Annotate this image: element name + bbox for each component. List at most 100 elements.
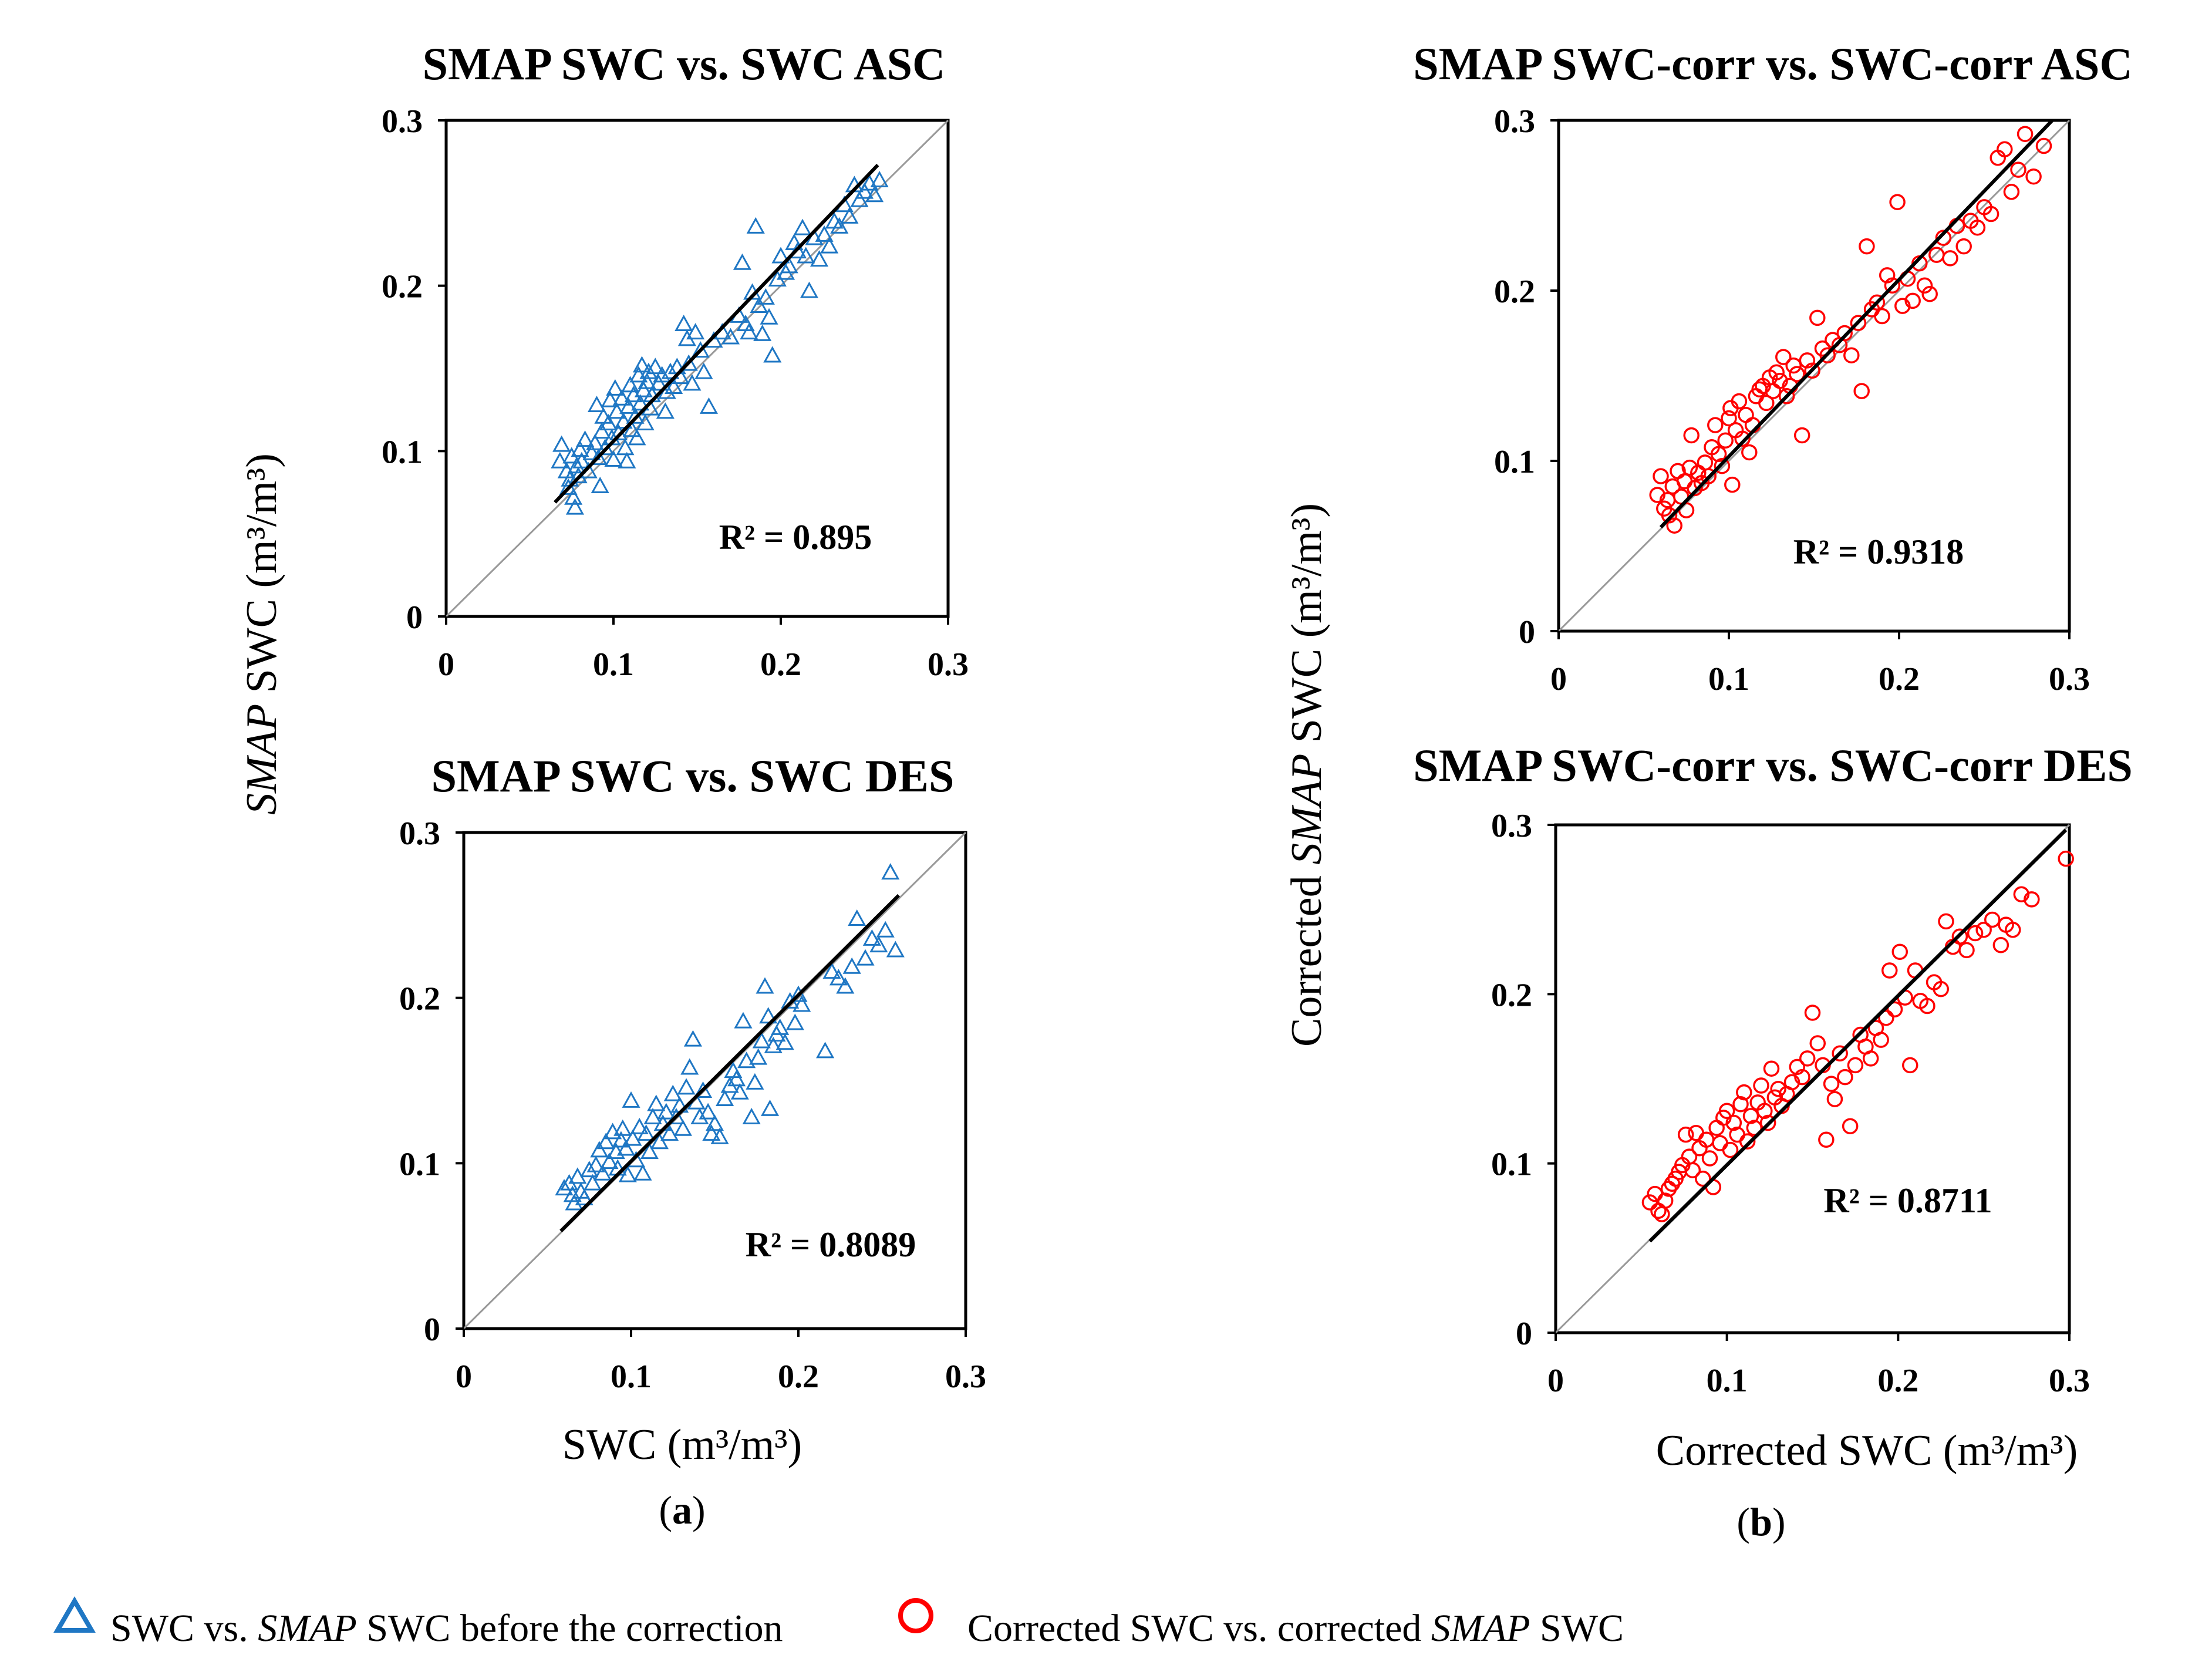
data-point	[2010, 161, 2026, 178]
one-to-one-line	[1557, 119, 2071, 632]
data-point	[1879, 267, 1896, 284]
data-point	[665, 378, 683, 395]
data-point	[822, 962, 841, 979]
data-point	[582, 443, 601, 460]
data-point	[563, 1185, 582, 1202]
data-point	[555, 1179, 574, 1196]
legend-item-before: SWC vs. SMAP SWC before the correction	[53, 1596, 783, 1650]
data-point	[793, 218, 812, 235]
data-point	[1753, 1077, 1769, 1094]
data-point	[601, 390, 619, 407]
plot-frame	[444, 119, 950, 618]
data-point	[639, 362, 658, 379]
data-point	[721, 328, 740, 345]
data-point	[1756, 1103, 1773, 1120]
data-point	[653, 366, 672, 383]
data-point	[1641, 1194, 1658, 1211]
x-tick-label: 0.2	[760, 646, 801, 683]
r-squared-label: R² = 0.9318	[1793, 532, 1964, 571]
data-point	[657, 1103, 676, 1120]
data-point	[612, 389, 631, 406]
data-point	[623, 1129, 642, 1146]
legend-triangle-marker	[53, 1596, 96, 1633]
data-point	[780, 257, 798, 274]
data-point	[679, 354, 698, 371]
data-point	[1881, 962, 1898, 979]
data-point	[1804, 1005, 1821, 1021]
data-point	[842, 957, 861, 974]
data-point	[633, 1164, 652, 1181]
data-point	[1859, 238, 1875, 255]
data-point	[643, 1108, 662, 1125]
data-point	[1701, 1150, 1718, 1167]
data-point	[594, 407, 613, 424]
data-point	[1951, 928, 1968, 945]
data-point	[1799, 352, 1816, 369]
y-tick-label: 0.1	[1494, 444, 1535, 480]
data-point	[621, 376, 640, 393]
y-tick-label: 0.1	[382, 434, 423, 470]
data-point	[590, 1141, 609, 1158]
data-point	[785, 1013, 804, 1030]
data-point	[1933, 980, 1949, 997]
x-tick-label: 0.3	[2049, 661, 2090, 697]
data-point	[608, 402, 626, 419]
data-point	[1661, 507, 1678, 524]
data-point	[592, 422, 611, 439]
y-tick-label: 0.2	[399, 981, 440, 1017]
data-point	[1684, 1162, 1701, 1178]
data-point	[663, 1084, 682, 1101]
data-point	[1799, 1050, 1816, 1067]
x-tick-label: 0.3	[928, 646, 969, 683]
data-point	[865, 186, 884, 203]
x-tick-label: 0.2	[1879, 661, 1920, 697]
data-point	[2024, 891, 2040, 908]
data-point	[763, 346, 782, 363]
data-point	[1739, 1133, 1756, 1150]
x-axis-label-b: Corrected SWC (m³/m³)	[1656, 1427, 2078, 1475]
data-point	[586, 1155, 605, 1172]
data-point	[1708, 1120, 1725, 1136]
data-point	[580, 1161, 599, 1178]
data-point	[619, 397, 638, 414]
data-point	[1736, 1084, 1752, 1101]
data-point	[1793, 427, 1810, 444]
data-point	[1770, 1081, 1786, 1097]
data-point	[1928, 247, 1945, 263]
data-point	[1869, 294, 1886, 311]
x-tick-label: 0.1	[593, 646, 634, 683]
x-tick-label: 0	[438, 646, 454, 683]
data-point	[1700, 468, 1717, 484]
data-point	[694, 1081, 713, 1098]
data-point	[1992, 936, 2009, 953]
y-tick-label: 0	[1516, 1316, 1532, 1352]
data-point	[815, 225, 834, 242]
data-point	[628, 429, 646, 446]
data-point	[1666, 517, 1682, 534]
data-point	[1683, 427, 1700, 444]
y-axis-label-b: Corrected SMAP SWC (m³/m³)	[1283, 503, 1331, 1047]
data-point	[1826, 1091, 1843, 1107]
data-point	[746, 1073, 764, 1090]
data-point	[1997, 141, 2013, 158]
data-point	[2058, 850, 2074, 867]
data-point	[596, 1133, 615, 1150]
data-point	[1789, 366, 1805, 382]
data-point	[1717, 432, 1734, 449]
data-point	[2017, 126, 2034, 142]
data-point	[552, 435, 571, 452]
data-point	[572, 451, 591, 469]
data-point	[575, 1189, 594, 1206]
data-point	[677, 1078, 696, 1095]
y-tick-label: 0	[1519, 614, 1535, 651]
data-point	[829, 969, 848, 986]
data-point	[1676, 473, 1693, 490]
data-point	[613, 1119, 632, 1136]
data-point	[1738, 406, 1754, 423]
data-point	[727, 1070, 746, 1087]
x-tick-label: 0.3	[2049, 1363, 2090, 1399]
data-point	[1942, 250, 1958, 267]
data-point	[1847, 1057, 1864, 1074]
data-point	[599, 414, 618, 430]
